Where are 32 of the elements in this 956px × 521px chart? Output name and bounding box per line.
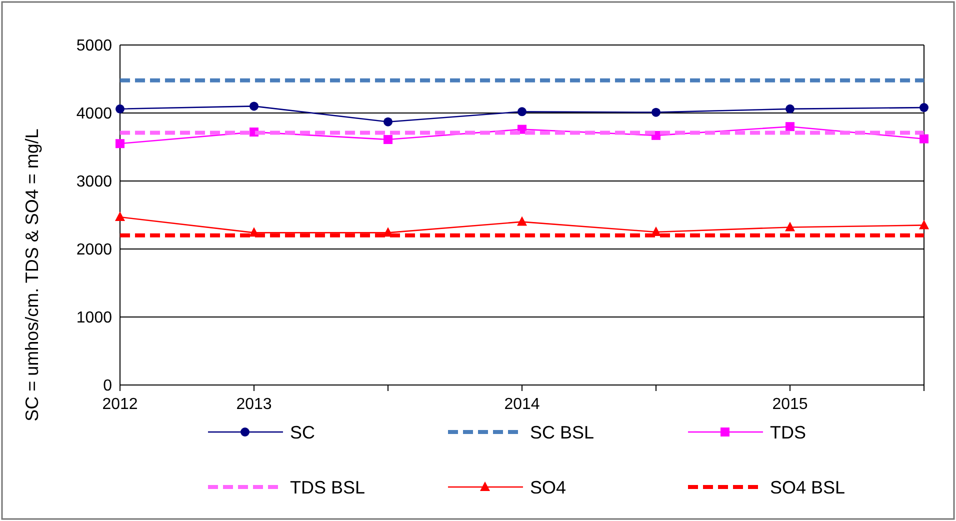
y-tick-label: 1000 xyxy=(76,310,112,327)
point xyxy=(785,222,795,232)
point xyxy=(652,108,660,117)
y-tick-label: 4000 xyxy=(76,106,112,123)
legend-label: SO4 xyxy=(530,477,566,498)
point xyxy=(518,107,526,116)
x-tick-label: 2015 xyxy=(772,396,808,413)
y-tick-label: 3000 xyxy=(76,174,112,191)
point xyxy=(116,139,124,148)
point xyxy=(116,104,124,114)
point xyxy=(920,134,928,144)
point xyxy=(786,122,794,132)
x-tick-label: 2014 xyxy=(504,396,540,413)
legend-label: SC xyxy=(290,422,316,442)
y-axis-title: SC = umhos/cm. TDS & SO4 = mg/L xyxy=(22,128,42,422)
point xyxy=(115,212,125,222)
legend-label: SO4 BSL xyxy=(770,477,846,498)
point xyxy=(919,220,929,230)
x-tick-label: 2012 xyxy=(102,396,138,413)
y-tick-label: 0 xyxy=(103,378,112,395)
y-tick-label: 2000 xyxy=(76,242,112,259)
y-tick-label: 5000 xyxy=(76,38,112,55)
point xyxy=(786,104,794,114)
point xyxy=(250,102,258,111)
legend-label: TDS BSL xyxy=(290,477,366,498)
legend-label: SC BSL xyxy=(530,422,594,442)
point xyxy=(517,216,527,226)
legend-label: TDS xyxy=(770,422,806,442)
point xyxy=(920,103,928,112)
x-tick-label: 2013 xyxy=(236,396,272,413)
point xyxy=(384,135,392,144)
point xyxy=(384,117,392,126)
